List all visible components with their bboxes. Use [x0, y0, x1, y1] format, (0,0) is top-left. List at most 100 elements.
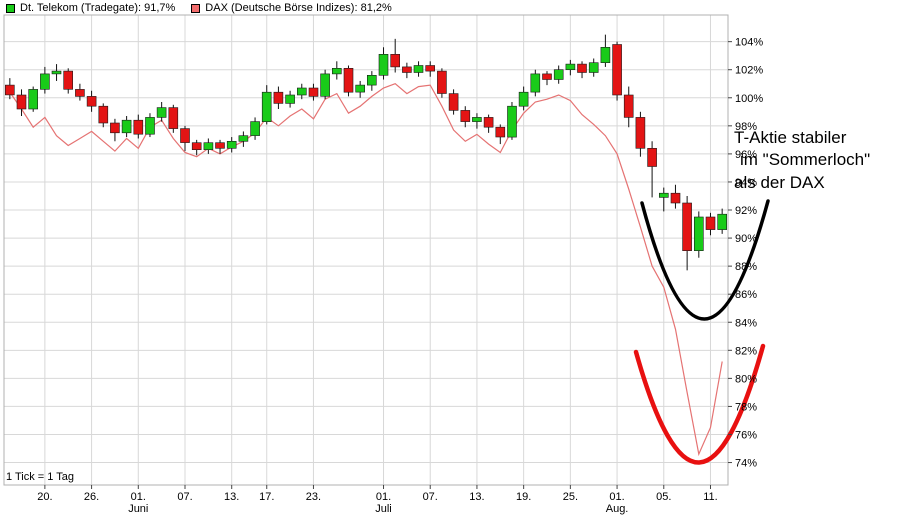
dax-line: [9, 83, 723, 457]
x-tick-label: 17.: [259, 491, 274, 503]
candle-down: [168, 107, 179, 129]
legend-item-dax: DAX (Deutsche Börse Indizes): 81,2%: [191, 2, 392, 14]
x-tick-label: 23.: [306, 491, 321, 503]
x-tick-label: 25.: [563, 491, 578, 503]
y-tick-label: 78%: [735, 401, 757, 413]
candle-down: [133, 119, 144, 135]
candle-down: [98, 105, 109, 124]
candle-down: [670, 192, 681, 204]
candle-up: [203, 142, 214, 150]
candle-down: [63, 70, 74, 90]
candle-up: [717, 213, 728, 230]
candle-down: [343, 68, 354, 93]
y-tick-label: 90%: [735, 233, 757, 245]
month-label: Juli: [375, 503, 392, 515]
candle-up: [378, 53, 389, 76]
y-tick-label: 96%: [735, 149, 757, 161]
candle-down: [483, 117, 494, 128]
y-tick-label: 92%: [735, 205, 757, 217]
tick-note: 1 Tick = 1 Tag: [6, 471, 74, 483]
y-tick-label: 88%: [735, 261, 757, 273]
candle-up: [320, 73, 330, 97]
telekom-smile-arc: [640, 199, 770, 321]
y-tick-label: 76%: [735, 429, 757, 441]
candle-up: [472, 117, 482, 122]
x-tick-label: 01.: [609, 491, 624, 503]
dax-swatch-icon: [191, 3, 201, 13]
candle-up: [121, 119, 132, 134]
gridlines: [4, 15, 728, 485]
x-tick-label: 01.: [131, 491, 146, 503]
dax-smile-arc: [633, 343, 766, 465]
annotation-line-3: als der DAX: [734, 172, 825, 192]
candle-down: [273, 91, 284, 104]
candle-down: [402, 66, 412, 73]
y-tick-label: 94%: [735, 177, 757, 189]
x-tick-label: 07.: [423, 491, 438, 503]
x-tick-label: 13.: [469, 491, 484, 503]
candle-up: [331, 68, 342, 75]
legend-label-telekom: Dt. Telekom (Tradegate): 91,7%: [20, 2, 176, 14]
telekom-swatch-icon: [6, 3, 15, 13]
candle-down: [705, 216, 716, 230]
candle-up: [355, 84, 366, 93]
candle-down: [495, 126, 506, 138]
candle-down: [623, 94, 634, 118]
candle-up: [145, 117, 155, 135]
candle-up: [250, 121, 260, 136]
candle-down: [460, 110, 471, 122]
candle-down: [16, 94, 27, 110]
x-tick-label: 07.: [177, 491, 192, 503]
x-tick-label: 05.: [656, 491, 671, 503]
candle-up: [588, 62, 599, 73]
legend: Dt. Telekom (Tradegate): 91,7% DAX (Deut…: [6, 2, 392, 14]
candle-up: [28, 89, 39, 110]
y-tick-label: 98%: [735, 121, 757, 133]
candle-up: [285, 94, 295, 104]
annotation-line-1: T-Aktie stabiler: [734, 128, 847, 147]
x-tick-label: 19.: [516, 491, 531, 503]
y-tick-label: 102%: [735, 65, 763, 77]
legend-item-telekom: Dt. Telekom (Tradegate): 91,7%: [6, 2, 175, 14]
candle-down: [110, 122, 120, 134]
candle-down: [612, 44, 622, 96]
candle-down: [647, 148, 657, 167]
candle-up: [693, 216, 704, 252]
candle-down: [191, 142, 202, 150]
month-label: Aug.: [606, 503, 629, 515]
candle-up: [600, 46, 611, 63]
candle-down: [75, 89, 85, 97]
y-tick-label: 80%: [735, 373, 757, 385]
candle-down: [437, 70, 447, 94]
candle-down: [425, 65, 436, 72]
candle-down: [448, 93, 459, 111]
candle-up: [238, 135, 249, 142]
candle-down: [5, 84, 15, 96]
y-tick-label: 82%: [735, 345, 757, 357]
candle-up: [261, 91, 272, 122]
candle-up: [565, 63, 576, 70]
candle-down: [86, 96, 97, 107]
x-tick-label: 11.: [703, 491, 717, 503]
x-tick-label: 01.: [376, 491, 391, 503]
y-axis-labels: 104% 102% 100% 98% 96% 94% 92% 90% 88% 86% 84% 82% 8…: [728, 37, 763, 470]
x-axis-labels: 20. 26. 01. 07. 13. 17. 23. 01. 07. 13. 19. 25. 01. 0…: [37, 485, 718, 515]
candles: [5, 34, 728, 271]
x-tick-label: 20.: [37, 491, 52, 503]
candle-down: [215, 142, 225, 149]
candle-up: [366, 75, 377, 86]
month-label: Juni: [128, 503, 148, 515]
candle-up: [226, 141, 237, 149]
y-tick-label: 86%: [735, 289, 757, 301]
candle-up: [40, 73, 50, 90]
candle-up: [51, 70, 62, 75]
x-tick-label: 26.: [84, 491, 99, 503]
candle-up: [296, 87, 307, 96]
annotation-text: T-Aktie stabiler im "Sommerloch" als der…: [734, 127, 919, 194]
candle-down: [682, 202, 692, 252]
plot-frame: [3, 14, 729, 486]
candle-down: [542, 73, 552, 80]
candle-up: [658, 192, 669, 198]
candle-up: [413, 65, 424, 73]
